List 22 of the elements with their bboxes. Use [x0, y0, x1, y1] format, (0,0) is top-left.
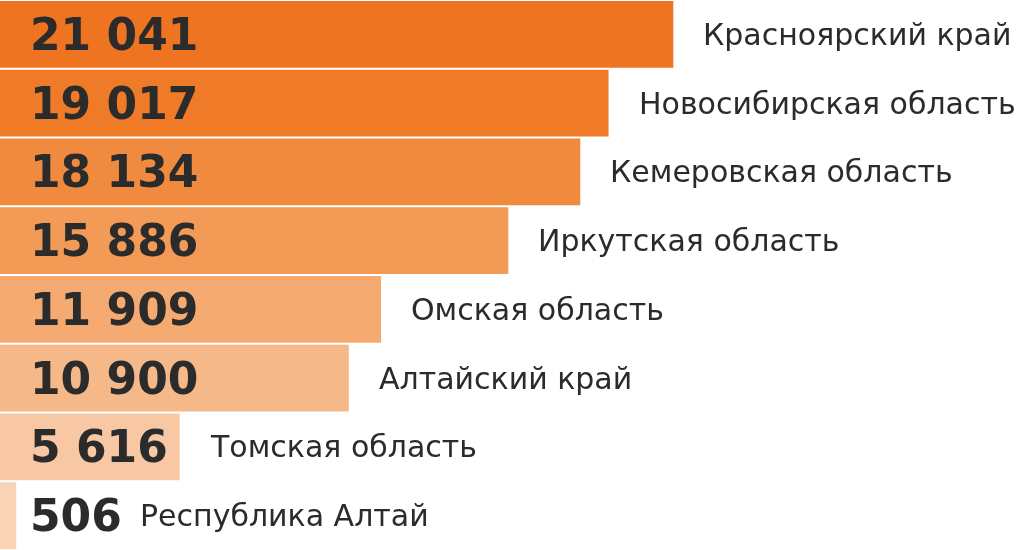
data-label: 19 017 [30, 78, 199, 129]
bar [0, 276, 382, 343]
data-label: 10 900 [30, 353, 199, 404]
y-tick-label: Омская область [411, 292, 664, 327]
y-tick-label: Республика Алтай [140, 498, 429, 533]
y-tick-label: Кемеровская область [610, 154, 953, 189]
data-label: 5 616 [30, 421, 168, 472]
data-label: 506 [30, 490, 122, 541]
y-tick-label: Иркутская область [538, 223, 840, 258]
bar [0, 1, 674, 68]
bar [0, 69, 609, 137]
y-tick-label: Новосибирская область [639, 86, 1016, 121]
y-tick-label: Алтайский край [379, 361, 633, 396]
data-label: 21 041 [30, 9, 199, 60]
y-tick-label: Красноярский край [703, 17, 1012, 52]
y-tick-label: Томская область [210, 429, 477, 464]
bar [0, 482, 17, 549]
bar [0, 207, 509, 274]
data-label: 11 909 [30, 284, 199, 335]
bar [0, 138, 581, 206]
data-label: 18 134 [30, 146, 199, 197]
data-label: 15 886 [30, 215, 199, 266]
